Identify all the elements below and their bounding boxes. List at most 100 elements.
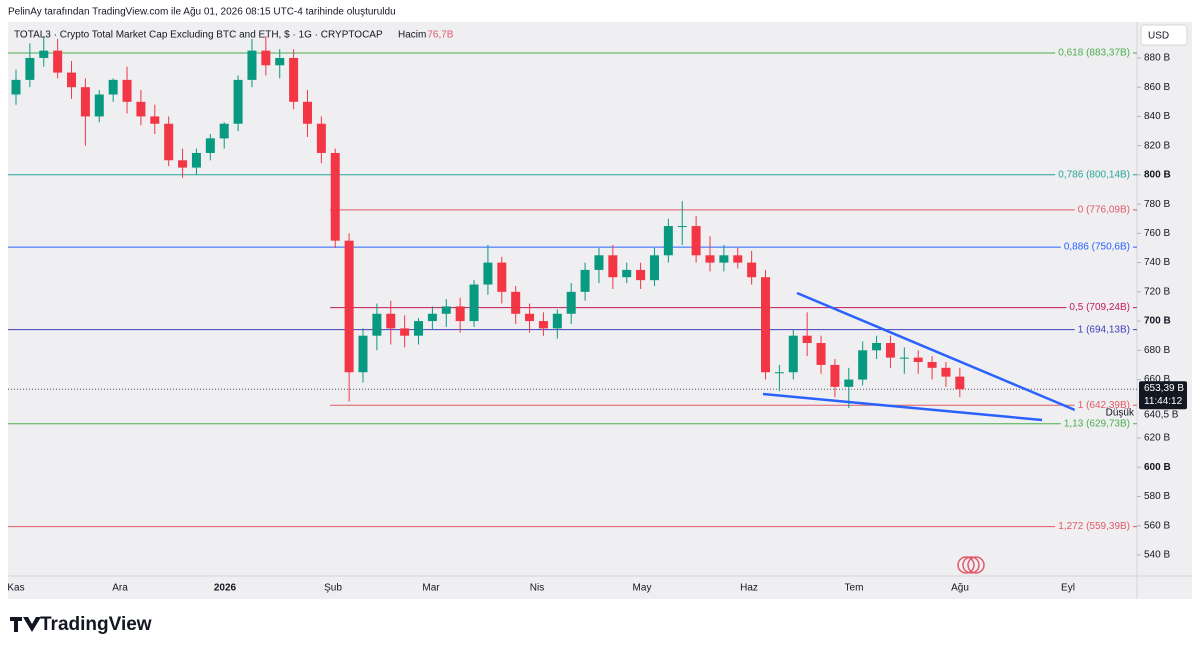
- candle-body: [53, 50, 63, 73]
- candle-body: [344, 240, 354, 373]
- candle-body: [316, 123, 326, 153]
- candle-body: [719, 255, 729, 263]
- candle-body: [164, 123, 174, 161]
- y-tick-label: 660 B: [1144, 374, 1170, 385]
- candle-body: [774, 372, 784, 374]
- y-tick-label: 580 B: [1144, 491, 1170, 502]
- candle-body: [386, 313, 396, 329]
- candle-body: [441, 306, 451, 314]
- candle-body: [802, 335, 812, 343]
- countdown: 11:44:12: [1144, 396, 1183, 407]
- candle-body: [872, 342, 882, 351]
- candle-body: [511, 291, 521, 314]
- candle-body: [67, 72, 77, 88]
- y-tick-label: 540 B: [1144, 550, 1170, 561]
- y-tick-label: 560 B: [1144, 520, 1170, 531]
- candle-body: [552, 313, 562, 329]
- volume-label: Hacim: [398, 30, 426, 41]
- candle-body: [747, 262, 757, 278]
- candle-body: [191, 152, 201, 168]
- y-tick-label: 720 B: [1144, 286, 1170, 297]
- candle-body: [594, 255, 604, 270]
- candle-body: [372, 313, 382, 336]
- candle-body: [108, 79, 118, 95]
- candle-body: [885, 342, 895, 358]
- fib-level-label: 0,786 (800,14B): [1058, 169, 1130, 180]
- low-marker-text: Düşük: [1106, 408, 1135, 419]
- candle-body: [733, 255, 743, 263]
- candle-body: [844, 379, 854, 387]
- chart-background: [8, 22, 1192, 599]
- x-tick-label: Şub: [324, 583, 342, 594]
- fib-label-bg: [1066, 300, 1133, 315]
- candle-body: [705, 255, 715, 263]
- x-tick-label: Mar: [422, 583, 440, 594]
- x-tick-label: Kas: [7, 583, 24, 594]
- candle-body: [525, 313, 535, 322]
- candle-body: [94, 94, 104, 117]
- fib-label-bg: [1074, 322, 1133, 337]
- candle-body: [233, 79, 243, 124]
- fib-label-bg: [1074, 202, 1133, 217]
- fib-label-bg: [1055, 46, 1133, 61]
- currency-box[interactable]: [1140, 24, 1188, 46]
- candle-body: [39, 50, 49, 58]
- candle-body: [858, 350, 868, 380]
- candle-body: [261, 50, 271, 66]
- fib-level-label: 1,272 (559,39B): [1058, 521, 1130, 532]
- y-tick-label: 880 B: [1144, 53, 1170, 64]
- logo: TradingView: [10, 614, 152, 635]
- y-tick-label: 700 B: [1144, 316, 1171, 327]
- fib-label-bg: [1055, 167, 1133, 182]
- candle-body: [580, 269, 590, 292]
- candle-body: [691, 226, 701, 256]
- logo-text: TradingView: [40, 614, 152, 635]
- indicator-icon: [957, 556, 985, 574]
- candle-body: [649, 255, 659, 281]
- candle-body: [122, 79, 132, 102]
- fib-label-bg: [1074, 398, 1133, 413]
- x-tick-label: Tem: [845, 583, 864, 594]
- attribution: PelinAy tarafından TradingView.com ile A…: [8, 7, 396, 18]
- candle-body: [761, 277, 771, 373]
- low-marker-label: 640,5 B: [1144, 410, 1179, 421]
- candle-body: [178, 160, 188, 168]
- candle-body: [427, 313, 437, 322]
- candle-body: [219, 123, 229, 139]
- candle-body: [302, 101, 312, 124]
- candle-body: [899, 357, 909, 359]
- candle-body: [816, 342, 826, 365]
- y-tick-label: 820 B: [1144, 140, 1170, 151]
- x-tick-label: May: [633, 583, 652, 594]
- trendline: [796, 291, 1076, 412]
- candle-body: [788, 335, 798, 373]
- candle-body: [205, 138, 215, 153]
- y-tick-label: 800 B: [1144, 170, 1171, 181]
- y-tick-label: 840 B: [1144, 111, 1170, 122]
- candle-body: [469, 284, 479, 322]
- candle-body: [622, 269, 632, 278]
- x-tick-label: Haz: [740, 583, 758, 594]
- y-tick-label: 740 B: [1144, 257, 1170, 268]
- x-tick-label: Nis: [530, 583, 544, 594]
- candle-body: [275, 57, 285, 66]
- candle-body: [247, 50, 257, 80]
- fib-label-bg: [1060, 240, 1133, 255]
- candle-body: [636, 269, 646, 281]
- candle-body: [25, 57, 35, 80]
- fib-level-label: 1,13 (629,73B): [1064, 418, 1130, 429]
- candle-body: [497, 262, 507, 292]
- candle-body: [330, 152, 340, 241]
- x-tick-label: Eyl: [1061, 583, 1075, 594]
- candle-body: [483, 262, 493, 285]
- candle-body: [663, 226, 673, 256]
- y-tick-label: 600 B: [1144, 462, 1171, 473]
- candle-body: [830, 364, 840, 387]
- fib-level-label: 0,886 (750,6B): [1064, 242, 1130, 253]
- fib-label-bg: [1060, 416, 1133, 431]
- x-tick-label: 2026: [214, 583, 237, 594]
- y-tick-label: 860 B: [1144, 82, 1170, 93]
- candle-body: [414, 321, 424, 336]
- candle-body: [150, 116, 160, 124]
